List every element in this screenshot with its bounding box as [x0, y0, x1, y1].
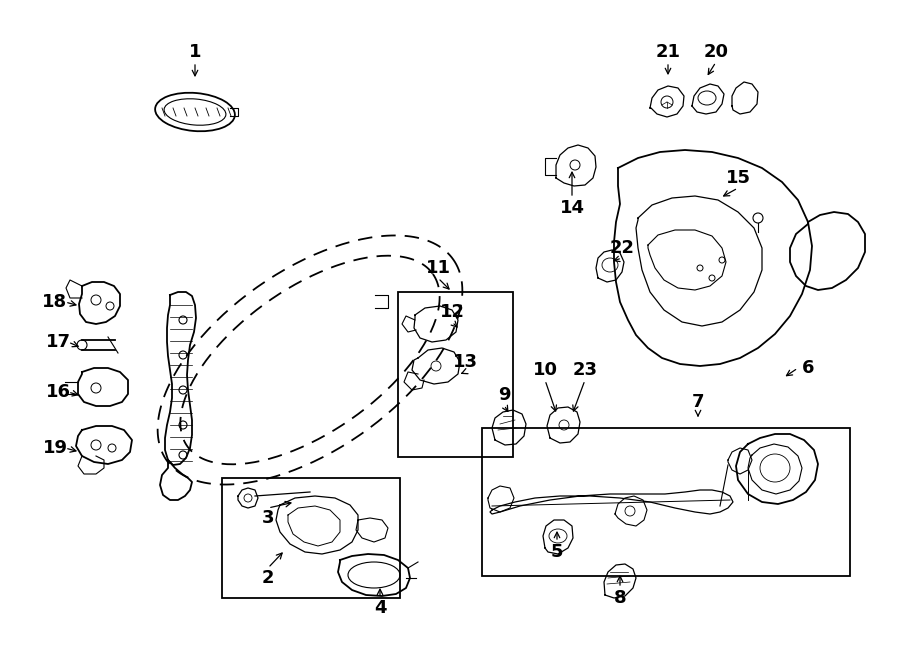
Text: 1: 1	[189, 43, 202, 61]
Bar	[482, 428, 850, 576]
Text: 15: 15	[725, 169, 751, 187]
Bar	[222, 478, 400, 598]
Text: 3: 3	[262, 509, 274, 527]
Text: 20: 20	[704, 43, 728, 61]
Text: 22: 22	[609, 239, 634, 257]
Text: 11: 11	[426, 259, 451, 277]
Text: 8: 8	[614, 589, 626, 607]
Text: 12: 12	[439, 303, 464, 321]
Text: 13: 13	[453, 353, 478, 371]
Text: 6: 6	[802, 359, 814, 377]
Text: 5: 5	[551, 543, 563, 561]
Text: 2: 2	[262, 569, 274, 587]
Text: 10: 10	[533, 361, 557, 379]
Text: 19: 19	[42, 439, 68, 457]
Text: 17: 17	[46, 333, 70, 351]
Text: 23: 23	[572, 361, 598, 379]
Text: 4: 4	[374, 599, 386, 617]
Text: 21: 21	[655, 43, 680, 61]
Bar	[398, 292, 513, 457]
Text: 7: 7	[692, 393, 704, 411]
Text: 14: 14	[560, 199, 584, 217]
Text: 16: 16	[46, 383, 70, 401]
Text: 18: 18	[42, 293, 68, 311]
Text: 9: 9	[498, 386, 510, 404]
